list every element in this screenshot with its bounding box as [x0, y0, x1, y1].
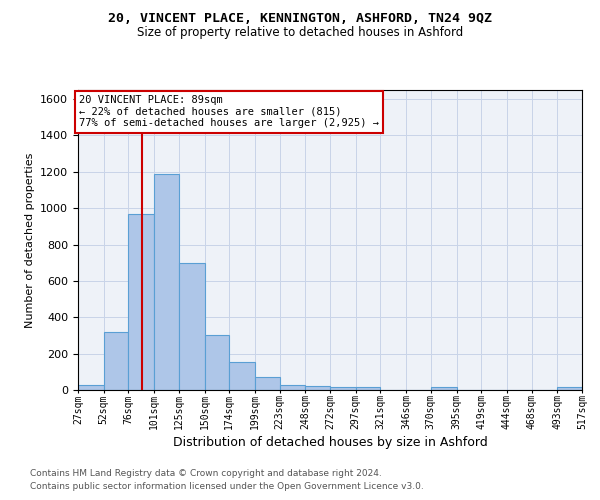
Y-axis label: Number of detached properties: Number of detached properties — [25, 152, 35, 328]
Bar — [431, 388, 457, 390]
Bar — [356, 388, 380, 390]
Text: Contains public sector information licensed under the Open Government Licence v3: Contains public sector information licen… — [30, 482, 424, 491]
Bar — [104, 332, 128, 390]
Bar — [255, 378, 280, 390]
Bar — [330, 388, 356, 390]
Text: Size of property relative to detached houses in Ashford: Size of property relative to detached ho… — [137, 26, 463, 39]
Bar — [280, 384, 305, 390]
Bar — [229, 362, 255, 390]
Bar — [179, 262, 205, 390]
Bar — [154, 174, 179, 390]
Bar — [305, 386, 330, 390]
Text: 20, VINCENT PLACE, KENNINGTON, ASHFORD, TN24 9QZ: 20, VINCENT PLACE, KENNINGTON, ASHFORD, … — [108, 12, 492, 26]
Bar — [128, 214, 154, 390]
Bar — [557, 388, 582, 390]
Bar — [78, 384, 104, 390]
Text: Contains HM Land Registry data © Crown copyright and database right 2024.: Contains HM Land Registry data © Crown c… — [30, 468, 382, 477]
Text: 20 VINCENT PLACE: 89sqm
← 22% of detached houses are smaller (815)
77% of semi-d: 20 VINCENT PLACE: 89sqm ← 22% of detache… — [79, 95, 379, 128]
Text: Distribution of detached houses by size in Ashford: Distribution of detached houses by size … — [173, 436, 487, 449]
Bar — [205, 334, 229, 390]
